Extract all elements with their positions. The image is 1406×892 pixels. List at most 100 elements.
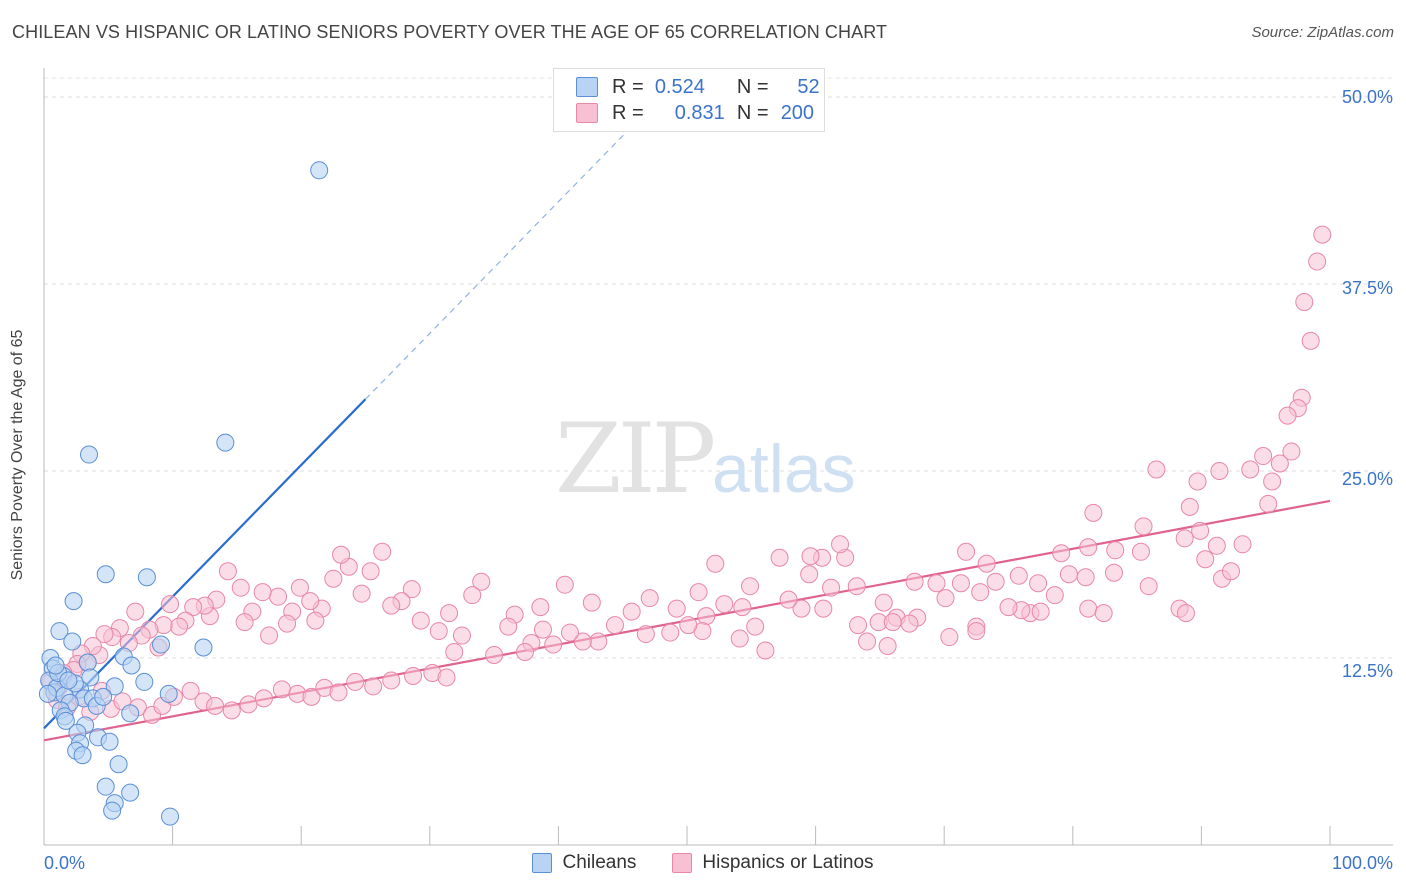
hispanics-point xyxy=(940,628,959,647)
hispanics-point xyxy=(1176,604,1195,623)
hispanics-point xyxy=(715,595,734,614)
chileans-point xyxy=(81,668,100,687)
hispanics-point xyxy=(1254,447,1273,466)
hispanics-point xyxy=(927,574,946,593)
hispanics-point xyxy=(231,578,250,597)
hispanics-point xyxy=(346,672,365,691)
chileans-point xyxy=(194,638,213,657)
hispanics-point xyxy=(429,622,448,641)
hispanics-point xyxy=(1052,544,1071,563)
axes xyxy=(43,68,1393,846)
hispanics-point xyxy=(1059,565,1078,584)
chileans-point xyxy=(109,755,128,774)
hispanics-point xyxy=(1241,460,1260,479)
r-label: R = xyxy=(612,75,644,98)
hispanics-point xyxy=(463,586,482,605)
hispanics-point xyxy=(1079,599,1098,618)
y-tick-label-37-5: 37.5% xyxy=(1341,278,1393,298)
hispanics-point xyxy=(636,625,655,644)
hispanics-point xyxy=(770,548,789,567)
hispanics-point xyxy=(1210,462,1229,480)
hispanics-point xyxy=(986,572,1005,591)
hispanics-point xyxy=(332,545,351,564)
hispanics-point xyxy=(445,643,464,662)
hispanics-point xyxy=(161,595,180,614)
hispanics-point xyxy=(254,689,273,708)
hispanics-point xyxy=(1233,535,1252,554)
chileans-point xyxy=(50,622,69,641)
hispanics-point xyxy=(126,602,145,621)
series-legend: Chileans Hispanics or Latinos xyxy=(0,852,1406,874)
hispanics-point xyxy=(1196,550,1215,569)
hispanics-point xyxy=(373,542,392,561)
hispanics-point xyxy=(605,616,624,635)
hispanics-point xyxy=(440,604,459,623)
chileans-legend-label: Chileans xyxy=(562,852,637,873)
hispanics-point xyxy=(1278,406,1297,425)
hispanics-point xyxy=(883,613,902,632)
chileans-point xyxy=(161,807,180,826)
hispanics-point xyxy=(573,632,592,651)
hispanics-point xyxy=(485,646,504,665)
hispanics-point xyxy=(404,666,423,685)
hispanics-point xyxy=(222,701,241,720)
hispanics-point xyxy=(622,602,641,621)
chileans-point xyxy=(152,635,171,654)
r-label: R = xyxy=(612,101,644,124)
hispanics-point xyxy=(184,598,203,617)
hispanics-point xyxy=(301,592,320,611)
hispanics-point xyxy=(1188,472,1207,491)
hispanics-point xyxy=(515,643,534,662)
chileans-point xyxy=(73,746,92,765)
hispanics-point xyxy=(364,677,383,696)
hispanics-point xyxy=(1031,602,1050,621)
n-label: N = xyxy=(736,101,769,124)
hispanics-point xyxy=(411,611,430,630)
hispanics-point xyxy=(272,680,291,699)
x-tick-label-100: 100.0% xyxy=(1331,853,1393,873)
hispanics-point xyxy=(302,687,321,706)
chileans-point xyxy=(121,783,140,802)
chileans-point xyxy=(105,677,124,696)
chileans-point xyxy=(56,711,75,730)
hispanics-point xyxy=(957,542,976,561)
hispanics-point xyxy=(324,569,343,588)
legend-item-chileans: Chileans xyxy=(532,852,636,874)
hispanics-point xyxy=(253,583,272,602)
hispanics-point xyxy=(1282,442,1301,461)
hispanics-point xyxy=(1094,604,1113,623)
hispanics-point xyxy=(1313,225,1332,244)
hispanics-point xyxy=(831,535,850,554)
hispanics-point xyxy=(1259,494,1278,513)
hispanics-point xyxy=(1009,566,1028,585)
chileans-point xyxy=(38,684,57,703)
hispanics-point xyxy=(382,671,401,690)
chileans-point xyxy=(159,684,178,703)
hispanics-point xyxy=(779,590,798,609)
chileans-point xyxy=(135,672,154,691)
hispanics-point xyxy=(218,562,237,581)
hispanics-point xyxy=(1131,542,1150,561)
hispanics-point xyxy=(971,583,990,602)
hispanics-swatch xyxy=(576,103,598,123)
hispanics-point xyxy=(499,617,518,636)
hispanics-point xyxy=(1308,252,1327,271)
hispanics-point xyxy=(544,635,563,654)
hispanics-point xyxy=(689,583,708,602)
legend-row-chileans: R = 0.524 N = 52 xyxy=(576,75,820,99)
chileans-point xyxy=(216,433,235,452)
chileans-points xyxy=(38,161,329,826)
hispanics-point xyxy=(361,562,380,581)
hispanics-point xyxy=(858,632,877,651)
chileans-point xyxy=(122,656,141,675)
hispanics-point xyxy=(1263,472,1282,491)
hispanics-point xyxy=(531,598,550,617)
hispanics-point xyxy=(306,611,325,630)
chileans-point xyxy=(137,568,156,587)
hispanics-point xyxy=(1191,521,1210,540)
hispanics-point xyxy=(170,617,189,636)
hispanics-point xyxy=(472,572,491,591)
chileans-point xyxy=(64,592,83,611)
hispanics-point xyxy=(181,681,200,700)
hispanics-point xyxy=(1079,538,1098,557)
